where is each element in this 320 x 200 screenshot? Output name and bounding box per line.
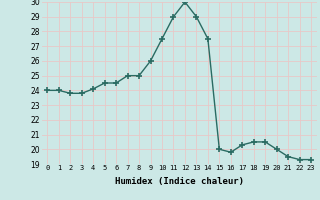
X-axis label: Humidex (Indice chaleur): Humidex (Indice chaleur) (115, 177, 244, 186)
